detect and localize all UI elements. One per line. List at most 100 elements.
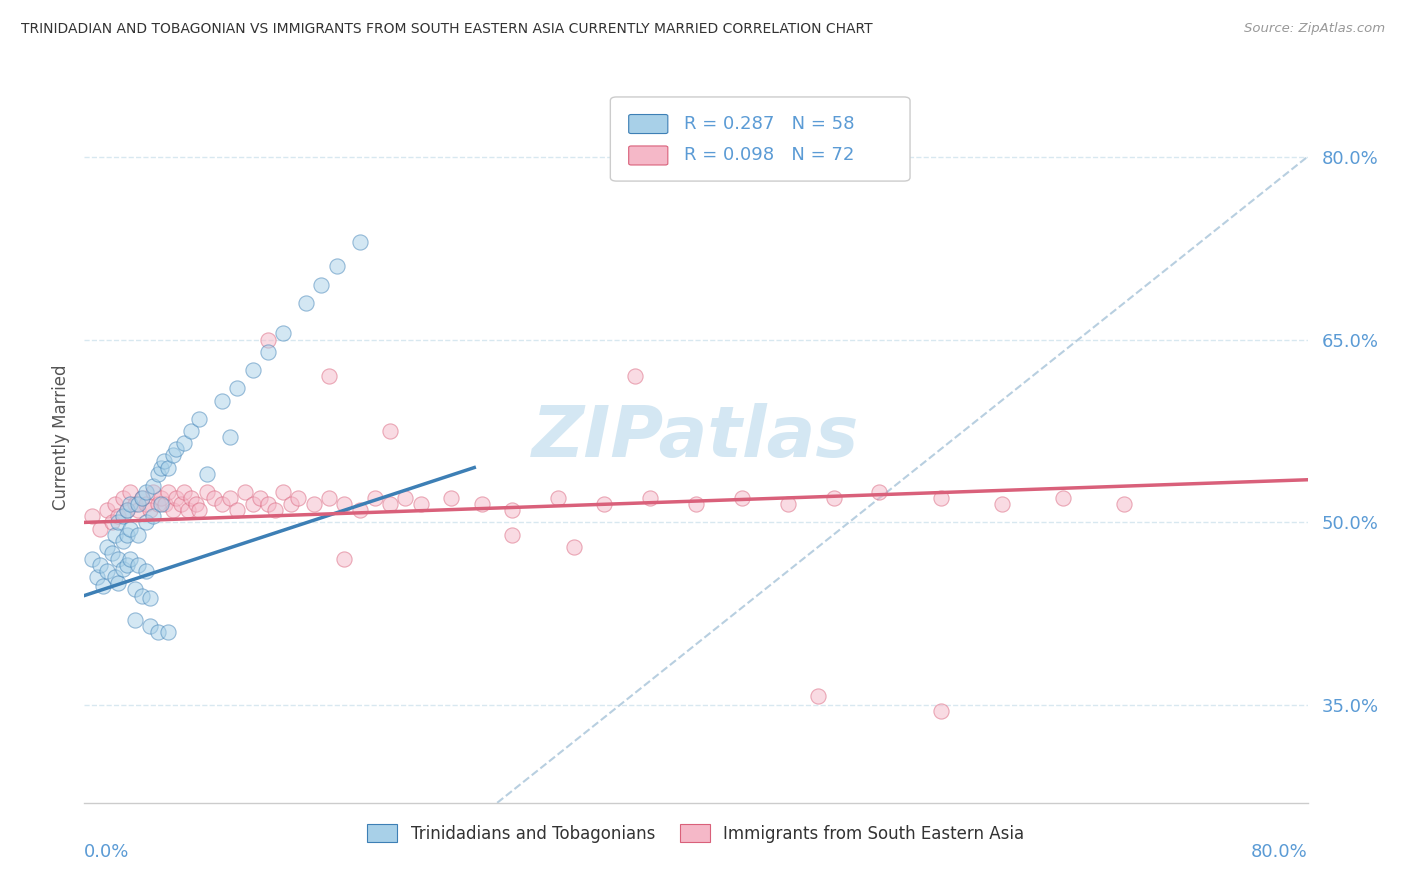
Point xyxy=(311,277,333,292)
Point xyxy=(131,491,153,505)
Y-axis label: Currently Married: Currently Married xyxy=(52,364,70,510)
Point xyxy=(139,591,162,605)
Point xyxy=(142,509,165,524)
Point xyxy=(333,497,356,511)
Point xyxy=(349,503,371,517)
Point xyxy=(440,491,463,505)
Point xyxy=(91,579,114,593)
Point xyxy=(107,576,129,591)
Point xyxy=(1114,497,1136,511)
Point xyxy=(135,497,157,511)
Point xyxy=(115,558,138,573)
Point xyxy=(364,491,387,505)
Point xyxy=(80,509,103,524)
Point xyxy=(226,503,249,517)
Point xyxy=(165,442,187,457)
Point xyxy=(180,424,202,438)
Point xyxy=(115,527,138,541)
Point xyxy=(233,485,256,500)
Point xyxy=(242,363,264,377)
Point xyxy=(120,497,142,511)
Point xyxy=(929,491,952,505)
Point xyxy=(146,497,169,511)
Point xyxy=(685,497,707,511)
Point xyxy=(257,333,280,347)
Point xyxy=(349,235,371,249)
Point xyxy=(153,454,176,468)
Text: R = 0.287   N = 58: R = 0.287 N = 58 xyxy=(683,115,855,133)
Point xyxy=(142,479,165,493)
Point xyxy=(146,467,169,481)
Point xyxy=(173,485,195,500)
Point xyxy=(409,497,432,511)
Text: TRINIDADIAN AND TOBAGONIAN VS IMMIGRANTS FROM SOUTH EASTERN ASIA CURRENTLY MARRI: TRINIDADIAN AND TOBAGONIAN VS IMMIGRANTS… xyxy=(21,22,873,37)
Point xyxy=(96,503,118,517)
Point xyxy=(869,485,891,500)
Point xyxy=(173,436,195,450)
Point xyxy=(195,467,218,481)
Point xyxy=(107,552,129,566)
Point xyxy=(211,393,233,408)
Point xyxy=(124,582,146,597)
Point xyxy=(111,509,134,524)
Point xyxy=(991,497,1014,511)
Point xyxy=(562,540,585,554)
Point xyxy=(127,497,149,511)
Point xyxy=(287,491,309,505)
Point xyxy=(593,497,616,511)
Point xyxy=(257,344,280,359)
Point xyxy=(280,497,302,511)
Point xyxy=(380,497,402,511)
Point xyxy=(394,491,416,505)
Point xyxy=(135,564,157,578)
Point xyxy=(188,503,211,517)
Point xyxy=(124,613,146,627)
Point xyxy=(115,503,138,517)
Point xyxy=(170,497,193,511)
Point xyxy=(162,448,184,462)
Point xyxy=(157,460,180,475)
Point xyxy=(929,705,952,719)
Text: Source: ZipAtlas.com: Source: ZipAtlas.com xyxy=(1244,22,1385,36)
Point xyxy=(271,326,294,341)
Point xyxy=(202,491,225,505)
Point xyxy=(776,497,799,511)
Point xyxy=(807,689,830,703)
Point xyxy=(257,497,280,511)
Point xyxy=(111,491,134,505)
Point xyxy=(823,491,845,505)
Point xyxy=(107,509,129,524)
Point xyxy=(242,497,264,511)
Point xyxy=(120,552,142,566)
Point xyxy=(107,516,129,530)
Point xyxy=(638,491,661,505)
Point xyxy=(135,516,157,530)
Point xyxy=(124,497,146,511)
Point xyxy=(80,552,103,566)
Point xyxy=(302,497,325,511)
Point xyxy=(131,491,153,505)
Point xyxy=(127,527,149,541)
Point xyxy=(149,491,172,505)
Point xyxy=(157,485,180,500)
Point xyxy=(149,497,172,511)
Point xyxy=(135,485,157,500)
Point xyxy=(142,485,165,500)
Point xyxy=(226,381,249,395)
Point xyxy=(177,503,200,517)
Point xyxy=(149,460,172,475)
Point xyxy=(295,296,318,310)
Point xyxy=(127,558,149,573)
Point xyxy=(89,558,111,573)
Text: ZIPatlas: ZIPatlas xyxy=(533,402,859,472)
Point xyxy=(165,491,187,505)
Point xyxy=(249,491,271,505)
FancyBboxPatch shape xyxy=(628,146,668,165)
Point xyxy=(318,369,340,384)
Point xyxy=(120,521,142,535)
Point xyxy=(218,430,240,444)
Point xyxy=(264,503,287,517)
Point xyxy=(731,491,754,505)
Point xyxy=(139,619,162,633)
Point xyxy=(157,625,180,640)
